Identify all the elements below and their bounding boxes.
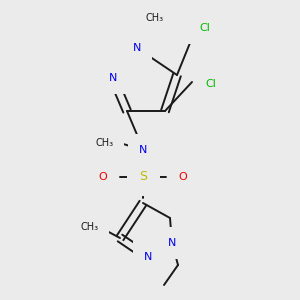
Text: N: N [168,238,176,248]
Text: N: N [109,73,117,83]
Text: S: S [139,170,147,184]
Text: CH₃: CH₃ [81,222,99,232]
Text: N: N [144,252,152,262]
Text: Cl: Cl [206,79,216,89]
Text: CH₃: CH₃ [146,13,164,23]
Text: N: N [139,145,147,155]
Text: N: N [133,43,141,53]
Text: O: O [178,172,188,182]
Text: Cl: Cl [200,23,210,33]
Text: CH₃: CH₃ [96,138,114,148]
Text: O: O [99,172,107,182]
